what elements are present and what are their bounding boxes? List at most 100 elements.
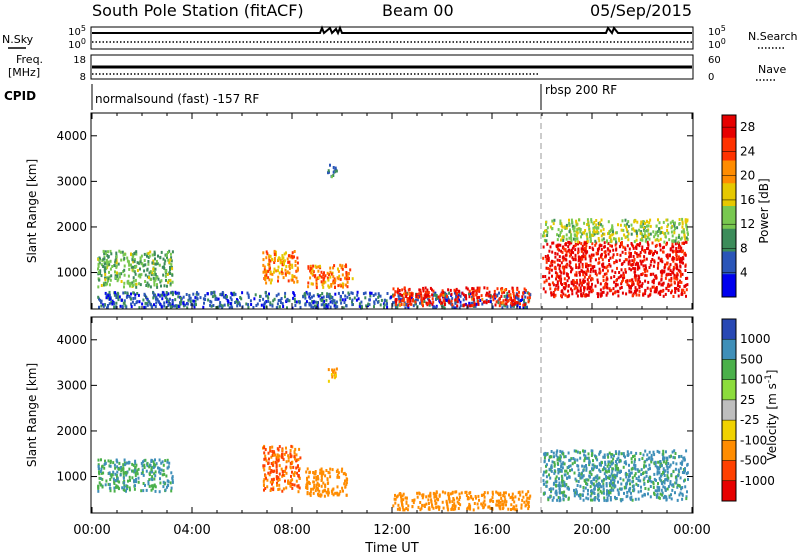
power-cell (275, 306, 278, 310)
time-tick-label: 00:00 (73, 523, 110, 538)
power-cell (196, 291, 198, 295)
power-cell (675, 247, 678, 250)
power-cell (542, 287, 545, 291)
power-cell (679, 260, 681, 264)
power-cell (321, 292, 324, 295)
velocity-cell (146, 462, 149, 466)
velocity-cell (396, 494, 399, 498)
power-cell (636, 282, 639, 286)
power-cell (284, 295, 286, 299)
velocity-cell (297, 474, 300, 478)
power-cell (667, 231, 670, 235)
velocity-cell (584, 479, 587, 483)
velocity-cell (582, 489, 585, 493)
velocity-cell (619, 477, 622, 481)
power-cell (645, 266, 647, 270)
power-cell (115, 305, 118, 309)
power-cell (116, 274, 119, 278)
time-tick-label: 20:00 (573, 523, 610, 538)
power-cell (396, 305, 399, 309)
power-cell (333, 299, 336, 303)
power-cell (211, 291, 214, 295)
power-cell (125, 295, 128, 299)
velocity-cell (614, 468, 617, 472)
power-cell (644, 250, 647, 254)
power-cell (107, 304, 109, 307)
velocity-cell (453, 498, 456, 502)
power-cell (291, 278, 294, 282)
power-cell (516, 304, 519, 308)
power-cell (348, 296, 351, 300)
power-cell (634, 273, 636, 277)
power-cell (674, 276, 677, 280)
power-cell (153, 271, 156, 274)
power-cell (586, 287, 589, 291)
power-cell (608, 232, 611, 235)
power-cell (142, 263, 145, 267)
velocity-cell (113, 489, 116, 493)
velocity-cell (128, 475, 131, 479)
power-cell (605, 239, 608, 243)
power-cell (247, 295, 250, 299)
velocity-cell (495, 503, 498, 507)
power-cell (597, 221, 600, 225)
velocity-cell (144, 458, 147, 462)
velocity-cell (645, 458, 648, 462)
power-cell (135, 250, 138, 254)
power-cell (277, 257, 280, 261)
velocity-cell (396, 507, 399, 511)
velocity-cell (641, 494, 644, 498)
power-cell (195, 292, 198, 296)
power-cell (516, 301, 519, 305)
power-cell (419, 292, 422, 296)
power-cell (622, 278, 625, 282)
power-cell (601, 258, 604, 262)
power-cell (677, 257, 680, 261)
velocity-cell (521, 490, 524, 494)
power-cell (99, 269, 102, 273)
sky-tick-top: 105 (68, 24, 86, 39)
velocity-cell (490, 498, 493, 502)
velocity-cell (579, 451, 582, 455)
velocity-cell (544, 452, 547, 456)
velocity-cell (296, 484, 299, 488)
power-cell (675, 256, 678, 260)
power-cell (326, 276, 329, 280)
power-cell (666, 254, 668, 258)
power-cell (149, 303, 152, 306)
power-cell (345, 304, 348, 308)
power-cell (412, 304, 415, 308)
power-cell (674, 221, 676, 225)
power-cell (345, 277, 348, 281)
power-cell (258, 298, 261, 302)
power-cell (630, 232, 633, 236)
velocity-cell (276, 447, 279, 451)
power-cell (682, 261, 684, 265)
velocity-cell (109, 464, 112, 468)
velocity-cell (613, 478, 616, 482)
velocity-cell (322, 489, 325, 493)
velocity-cell (143, 463, 146, 467)
power-cell (666, 253, 669, 257)
velocity-cell (402, 508, 405, 512)
power-cell (641, 245, 644, 249)
power-cell (577, 247, 580, 251)
power-cell (118, 249, 121, 253)
velocity-cell (306, 490, 309, 494)
power-cell (139, 267, 141, 271)
velocity-cell (682, 468, 685, 471)
velocity-cell (120, 469, 123, 473)
power-cell (102, 265, 105, 268)
velocity-cell (407, 504, 410, 508)
velocity-cell (497, 501, 500, 505)
velocity-cell (458, 498, 461, 502)
power-cell (630, 223, 633, 227)
power-cell (423, 300, 426, 303)
power-cell (204, 294, 207, 298)
power-cell (612, 232, 615, 236)
power-cell (518, 306, 521, 309)
power-cell (576, 281, 579, 285)
power-cell (631, 263, 634, 266)
velocity-cell (402, 492, 405, 496)
power-cell (576, 231, 579, 235)
